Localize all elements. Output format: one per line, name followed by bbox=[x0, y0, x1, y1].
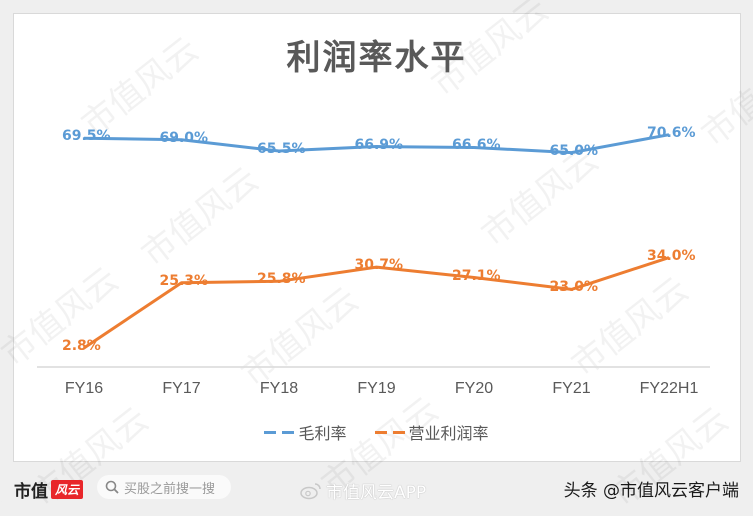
data-label: 25.3% bbox=[159, 272, 209, 289]
search-box[interactable]: 买股之前搜一搜 bbox=[97, 475, 231, 499]
legend-item-gross-margin: 毛利率 bbox=[264, 420, 347, 444]
data-label: 69.0% bbox=[159, 129, 209, 146]
data-label: 65.5% bbox=[257, 141, 306, 157]
legend-swatch-gross-margin bbox=[264, 430, 295, 434]
data-label: 70.6% bbox=[647, 124, 696, 141]
brand-logo[interactable]: 市值 风云 bbox=[14, 477, 84, 502]
search-icon bbox=[105, 480, 119, 494]
data-label: 2.8% bbox=[62, 338, 101, 354]
brand-text: 市值 bbox=[14, 482, 48, 502]
data-label: 65.0% bbox=[549, 142, 599, 159]
brand-badge: 风云 bbox=[51, 480, 84, 499]
data-label: 66.9% bbox=[354, 136, 404, 153]
footer-bar: 市值 风云 买股之前搜一搜 市值风云APP 头条 @市值风云客户端 bbox=[0, 463, 753, 510]
chart-title: 利润率水平 bbox=[286, 38, 467, 78]
search-placeholder: 买股之前搜一搜 bbox=[124, 481, 216, 497]
legend: 毛利率 营业利润率 bbox=[0, 420, 753, 444]
data-label: 27.1% bbox=[452, 267, 501, 284]
x-tick-label: FY20 bbox=[454, 380, 494, 397]
data-label: 30.7% bbox=[354, 257, 404, 274]
series-line-gross-margin bbox=[83, 133, 670, 155]
chart-card bbox=[13, 13, 741, 462]
data-label: 25.8% bbox=[257, 271, 306, 288]
x-tick-label: FY16 bbox=[64, 380, 104, 397]
x-tick-label: FY19 bbox=[357, 380, 396, 397]
weibo-text: 市值风云APP bbox=[326, 483, 427, 503]
x-tick-label: FY21 bbox=[552, 380, 591, 397]
weibo-watermark: 市值风云APP bbox=[300, 478, 426, 503]
data-label: 34.0% bbox=[647, 247, 696, 264]
legend-swatch-operating-margin bbox=[374, 430, 405, 434]
legend-label-gross-margin: 毛利率 bbox=[298, 424, 347, 443]
data-label: 69.5% bbox=[62, 128, 111, 145]
x-tick-label: FY22H1 bbox=[639, 380, 699, 397]
legend-label-operating-margin: 营业利润率 bbox=[408, 424, 489, 443]
legend-item-operating-margin: 营业利润率 bbox=[374, 420, 489, 444]
weibo-icon bbox=[300, 482, 321, 499]
x-tick-label: FY17 bbox=[162, 380, 201, 397]
x-tick-label: FY18 bbox=[259, 380, 299, 397]
series-line-operating-margin bbox=[83, 256, 670, 350]
source-credit: 头条 @市值风云客户端 bbox=[563, 481, 739, 501]
data-label: 66.6% bbox=[452, 137, 501, 154]
data-label: 23.0% bbox=[549, 279, 599, 296]
